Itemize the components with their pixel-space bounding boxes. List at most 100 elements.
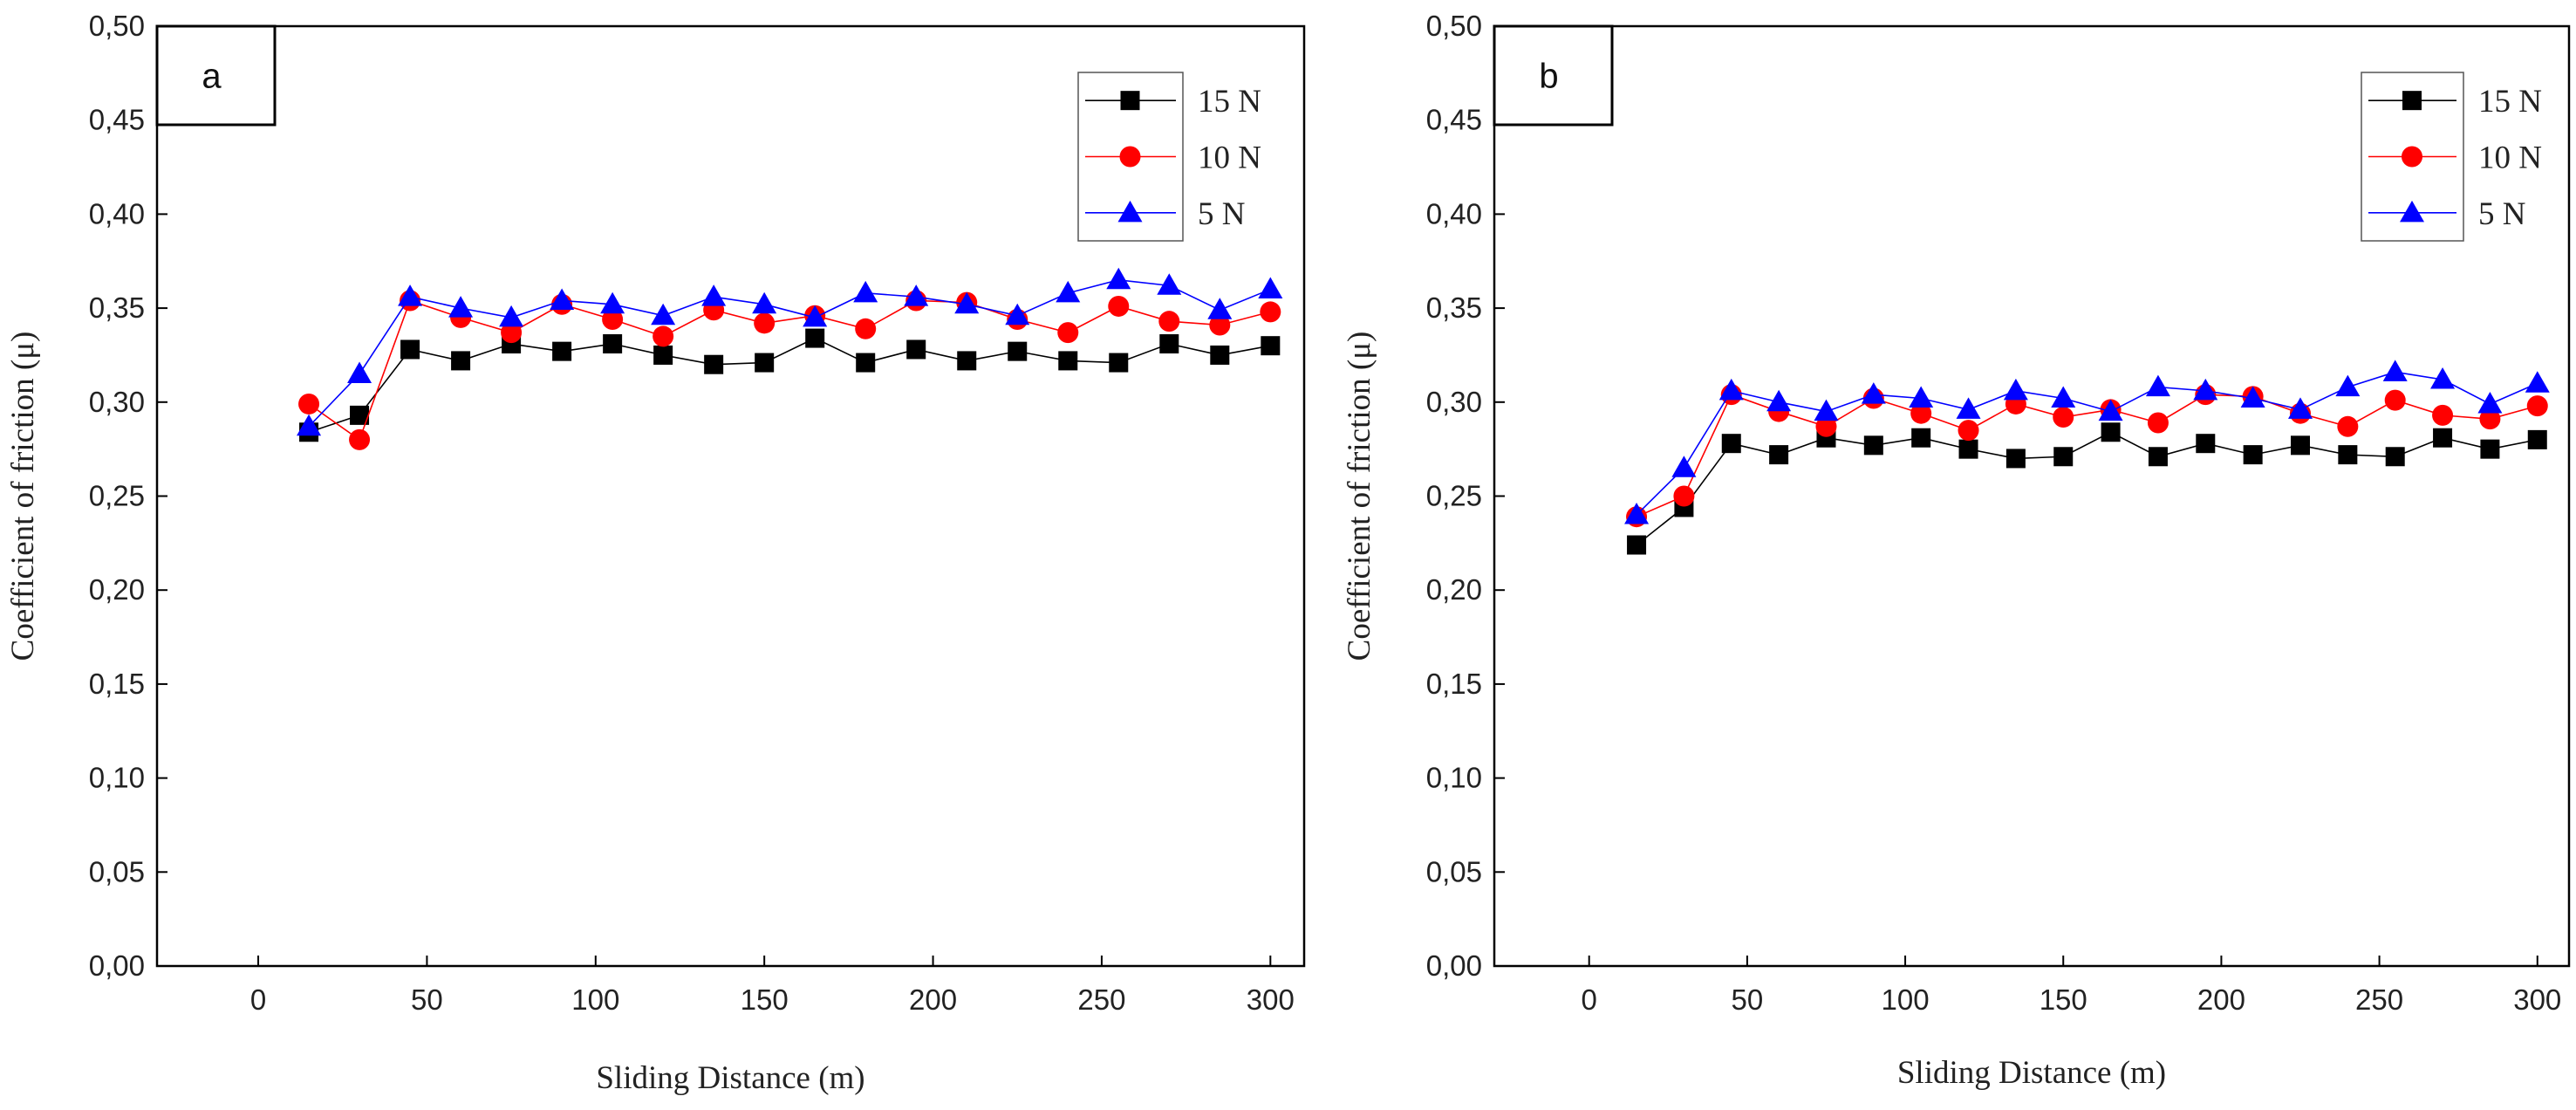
data-point-15n: [2338, 445, 2358, 465]
data-point-5n: [1624, 503, 1650, 524]
panel-label: a: [202, 58, 222, 96]
legend-label: 10 N: [2478, 140, 2542, 176]
data-point-10n: [1209, 314, 1231, 336]
y-tick-label: 0,30: [89, 386, 145, 418]
data-point-10n: [501, 322, 523, 344]
data-point-5n: [2051, 386, 2076, 408]
data-point-15n: [1159, 334, 1179, 354]
y-tick-label: 0,05: [89, 855, 145, 887]
data-point-5n: [1671, 456, 1697, 477]
data-point-5n: [2003, 378, 2028, 401]
data-point-15n: [2385, 447, 2405, 467]
data-point-10n: [2526, 395, 2548, 417]
data-point-10n: [1673, 485, 1695, 507]
data-point-5n: [550, 288, 575, 310]
y-tick-label: 0,15: [89, 668, 145, 700]
data-point-15n: [957, 351, 977, 371]
chart-panel-b: 0,00 0,05 0,10 0,15 0,20 0,25 0,30 0,35 0,40 0,45…: [1342, 10, 2571, 1091]
legend-marker-10n: [2402, 146, 2422, 168]
data-point-15n: [1863, 435, 1883, 456]
x-axis-title: Sliding Distance (m): [596, 1060, 864, 1096]
data-point-10n: [1815, 415, 1837, 437]
data-point-15n: [704, 354, 724, 374]
y-tick-label: 0,25: [89, 480, 145, 512]
data-point-5n: [297, 414, 322, 436]
data-point-15n: [2148, 447, 2168, 467]
y-tick-label: 0,30: [1426, 386, 1482, 418]
data-point-15n: [2005, 449, 2026, 469]
x-tick-label: 250: [2355, 983, 2403, 1016]
data-point-5n: [1258, 277, 1283, 299]
data-point-15n: [653, 345, 673, 365]
data-point-10n: [653, 325, 674, 347]
x-tick-label: 50: [1732, 983, 1764, 1016]
data-point-5n: [954, 291, 980, 314]
y-tick-label: 0,45: [89, 104, 145, 136]
y-tick-label: 0,40: [89, 197, 145, 230]
data-point-5n: [2382, 360, 2408, 381]
data-point-15n: [755, 353, 775, 373]
y-tick-label: 0,50: [89, 10, 145, 42]
data-point-15n: [805, 328, 825, 348]
x-tick-label: 0: [250, 983, 266, 1016]
y-tick-label: 0,25: [1426, 480, 1482, 512]
data-point-15n: [552, 341, 572, 361]
y-tick-label: 0,35: [89, 291, 145, 324]
data-point-5n: [600, 291, 625, 314]
y-tick-label: 0,00: [1426, 949, 1482, 982]
data-point-5n: [2525, 371, 2550, 393]
y-tick-label: 0,00: [89, 949, 145, 982]
legend-label: 10 N: [1198, 140, 1261, 176]
data-point-10n: [2147, 412, 2169, 434]
legend-label: 5 N: [1198, 196, 1245, 232]
data-point-10n: [2432, 404, 2454, 426]
data-point-15n: [2196, 434, 2216, 454]
legend-label: 15 N: [2478, 84, 2542, 120]
data-point-10n: [298, 393, 320, 415]
data-point-10n: [602, 309, 624, 331]
x-tick-label: 100: [1882, 983, 1930, 1016]
data-point-15n: [2480, 439, 2500, 459]
y-tick-label: 0,15: [1426, 668, 1482, 700]
legend-marker-15n: [2402, 91, 2422, 111]
data-point-10n: [1158, 311, 1180, 332]
data-point-15n: [1911, 428, 1931, 448]
data-point-10n: [1057, 322, 1079, 344]
legend-label: 5 N: [2478, 196, 2525, 232]
data-point-5n: [1766, 389, 1792, 412]
panel-label: b: [1539, 58, 1558, 96]
data-point-15n: [400, 339, 420, 360]
data-point-5n: [398, 284, 423, 306]
data-point-5n: [448, 296, 474, 318]
legend-marker-10n: [1119, 146, 1141, 168]
y-tick-label: 0,50: [1426, 10, 1482, 42]
data-point-5n: [2145, 374, 2170, 397]
data-point-5n: [1909, 386, 1934, 408]
data-point-5n: [701, 284, 727, 306]
y-tick-label: 0,40: [1426, 197, 1482, 230]
data-point-5n: [1718, 378, 1744, 401]
data-point-15n: [603, 334, 623, 354]
x-tick-label: 0: [1582, 983, 1597, 1016]
x-tick-label: 250: [1077, 983, 1125, 1016]
y-tick-label: 0,20: [89, 573, 145, 606]
data-point-10n: [349, 428, 371, 450]
data-point-5n: [1157, 273, 1182, 295]
data-point-5n: [1005, 303, 1030, 325]
data-point-5n: [499, 305, 524, 327]
legend-label: 15 N: [1198, 84, 1261, 120]
data-point-5n: [2288, 397, 2313, 419]
y-tick-label: 0,10: [1426, 762, 1482, 794]
y-tick-label: 0,45: [1426, 104, 1482, 136]
x-tick-label: 200: [2197, 983, 2245, 1016]
data-point-5n: [1207, 298, 1233, 319]
data-point-10n: [1958, 420, 1979, 442]
data-point-10n: [2337, 415, 2359, 437]
data-point-5n: [1956, 397, 1981, 419]
data-point-10n: [2384, 389, 2406, 411]
data-point-15n: [2527, 429, 2547, 449]
data-point-5n: [1056, 280, 1081, 303]
chart-panel-a: 0,00 0,05 0,10 0,15 0,20 0,25 0,30 0,35 0,40 0,45…: [5, 10, 1306, 1096]
data-point-15n: [1109, 353, 1129, 373]
data-point-5n: [2335, 374, 2361, 397]
